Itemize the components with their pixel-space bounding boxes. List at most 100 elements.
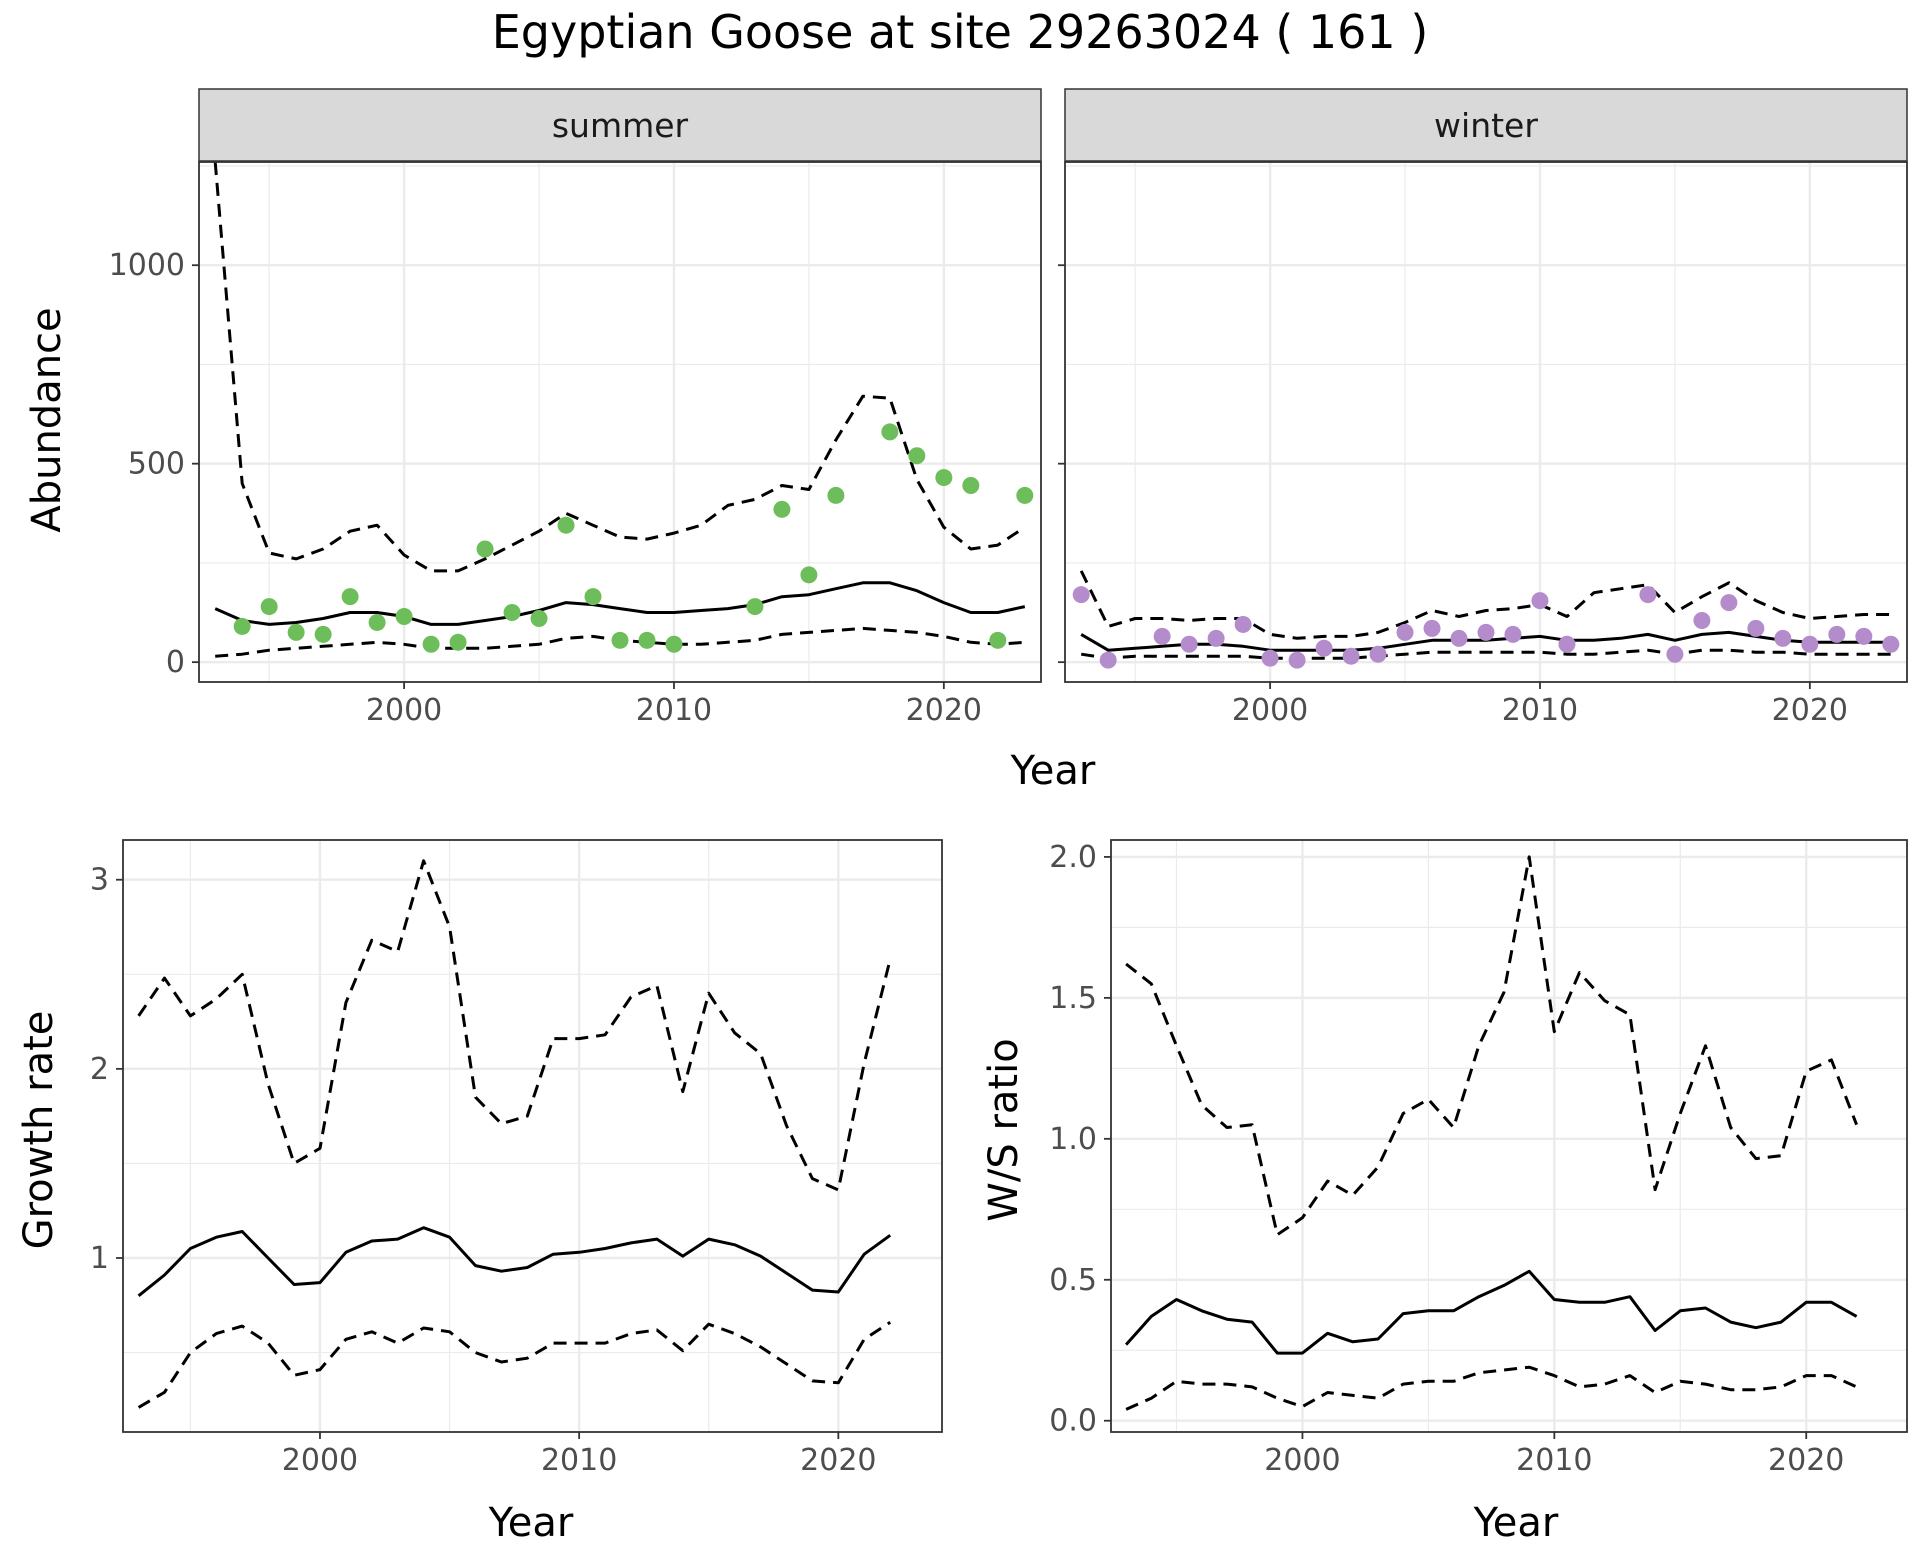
data-point [1369, 645, 1387, 663]
strip-winter: winter [1064, 88, 1908, 162]
data-point [1450, 629, 1468, 647]
y-tick-label: 0 [166, 645, 185, 680]
interval-line [1080, 648, 1891, 660]
data-point [611, 631, 629, 649]
x-tick-label: 2000 [1264, 1443, 1340, 1478]
panel-border [1110, 839, 1908, 1433]
y-tick-label: 1.0 [1049, 1122, 1097, 1157]
interval-line [137, 859, 892, 1192]
data-point [368, 613, 386, 631]
data-point [395, 608, 413, 626]
y-tick-label: 0.5 [1049, 1263, 1097, 1298]
data-point [908, 447, 926, 465]
x-tick-label: 2020 [800, 1443, 876, 1478]
median-line [1124, 1269, 1858, 1355]
data-point [935, 469, 953, 487]
data-point [800, 566, 818, 584]
data-point [341, 588, 359, 606]
data-point [503, 604, 521, 622]
data-point [827, 486, 845, 504]
data-point [1072, 586, 1090, 604]
data-point [1774, 629, 1792, 647]
data-point [476, 540, 494, 558]
data-point [1639, 586, 1657, 604]
data-point [1099, 651, 1117, 669]
data-point [1180, 635, 1198, 653]
data-point [1801, 635, 1819, 653]
data-point [260, 598, 278, 616]
y-tick-label: 500 [128, 447, 185, 482]
data-point [584, 588, 602, 606]
ratio-y-axis-label: W/S ratio [981, 1038, 1027, 1221]
growth-x-axis-label: Year [488, 1500, 574, 1546]
data-point [1855, 627, 1873, 645]
strip-summer-label: summer [552, 106, 689, 145]
data-point [449, 633, 467, 651]
y-tick-label: 3 [90, 863, 109, 898]
data-point [1288, 651, 1306, 669]
data-point [1666, 645, 1684, 663]
data-point [557, 516, 575, 534]
median-line [214, 581, 1026, 626]
x-tick-label: 2000 [282, 1443, 358, 1478]
interval-line [1125, 855, 1858, 1237]
summer-abundance-panel: 2000 2010 2020 0 500 1000 [109, 161, 1042, 728]
y-tick-label: 2.0 [1049, 840, 1097, 875]
ratio-x-axis-label: Year [1473, 1500, 1559, 1546]
data-point [1558, 635, 1576, 653]
x-tick-label: 2010 [1502, 693, 1578, 728]
data-point [1261, 649, 1279, 667]
data-point [314, 625, 332, 643]
growth-y-axis-label: Growth rate [16, 1011, 62, 1250]
abundance-y-axis-label: Abundance [24, 307, 70, 532]
y-tick-label: 1 [90, 1241, 109, 1276]
y-tick-label: 2 [90, 1052, 109, 1087]
x-tick-label: 2010 [636, 693, 712, 728]
data-point [530, 609, 548, 627]
x-tick-label: 2010 [541, 1443, 617, 1478]
data-point [233, 617, 251, 635]
y-tick-label: 0.0 [1049, 1404, 1097, 1439]
data-point [1315, 639, 1333, 657]
data-point [1828, 625, 1846, 643]
data-point [287, 623, 305, 641]
x-tick-label: 2020 [906, 693, 982, 728]
data-point [773, 500, 791, 518]
data-point [422, 635, 440, 653]
growth-rate-panel: 2000 2010 2020 1 2 3 [90, 839, 943, 1478]
interval-line [137, 1321, 892, 1409]
panel-border [122, 839, 943, 1433]
data-point [1342, 647, 1360, 665]
data-point [989, 631, 1007, 649]
panel-border [198, 161, 1042, 683]
data-point [1747, 619, 1765, 637]
panel-border [1064, 161, 1908, 683]
data-point [1477, 623, 1495, 641]
chart-title: Egyptian Goose at site 29263024 ( 161 ) [492, 5, 1429, 59]
data-point [1531, 592, 1549, 610]
data-point [1207, 629, 1225, 647]
data-point [881, 423, 899, 441]
median-line [137, 1226, 892, 1297]
interval-line [213, 162, 1026, 573]
data-point [1882, 635, 1900, 653]
strip-winter-label: winter [1434, 106, 1538, 145]
x-tick-label: 2000 [1232, 693, 1308, 728]
interval-line [1079, 570, 1891, 640]
x-tick-label: 2020 [1768, 1443, 1844, 1478]
data-point [638, 631, 656, 649]
y-tick-label: 1.5 [1049, 981, 1097, 1016]
data-point [962, 477, 980, 495]
y-tick-label: 1000 [109, 248, 185, 283]
data-point [1693, 611, 1711, 629]
ws-ratio-panel: 2000 2010 2020 0.0 0.5 1.0 1.5 2.0 [1049, 839, 1908, 1478]
data-point [1153, 627, 1171, 645]
abundance-x-axis-label: Year [1010, 748, 1096, 794]
strip-summer: summer [198, 88, 1042, 162]
x-tick-label: 2010 [1516, 1443, 1592, 1478]
data-point [1396, 623, 1414, 641]
data-point [1423, 619, 1441, 637]
data-point [1720, 594, 1738, 612]
data-point [1016, 486, 1034, 504]
